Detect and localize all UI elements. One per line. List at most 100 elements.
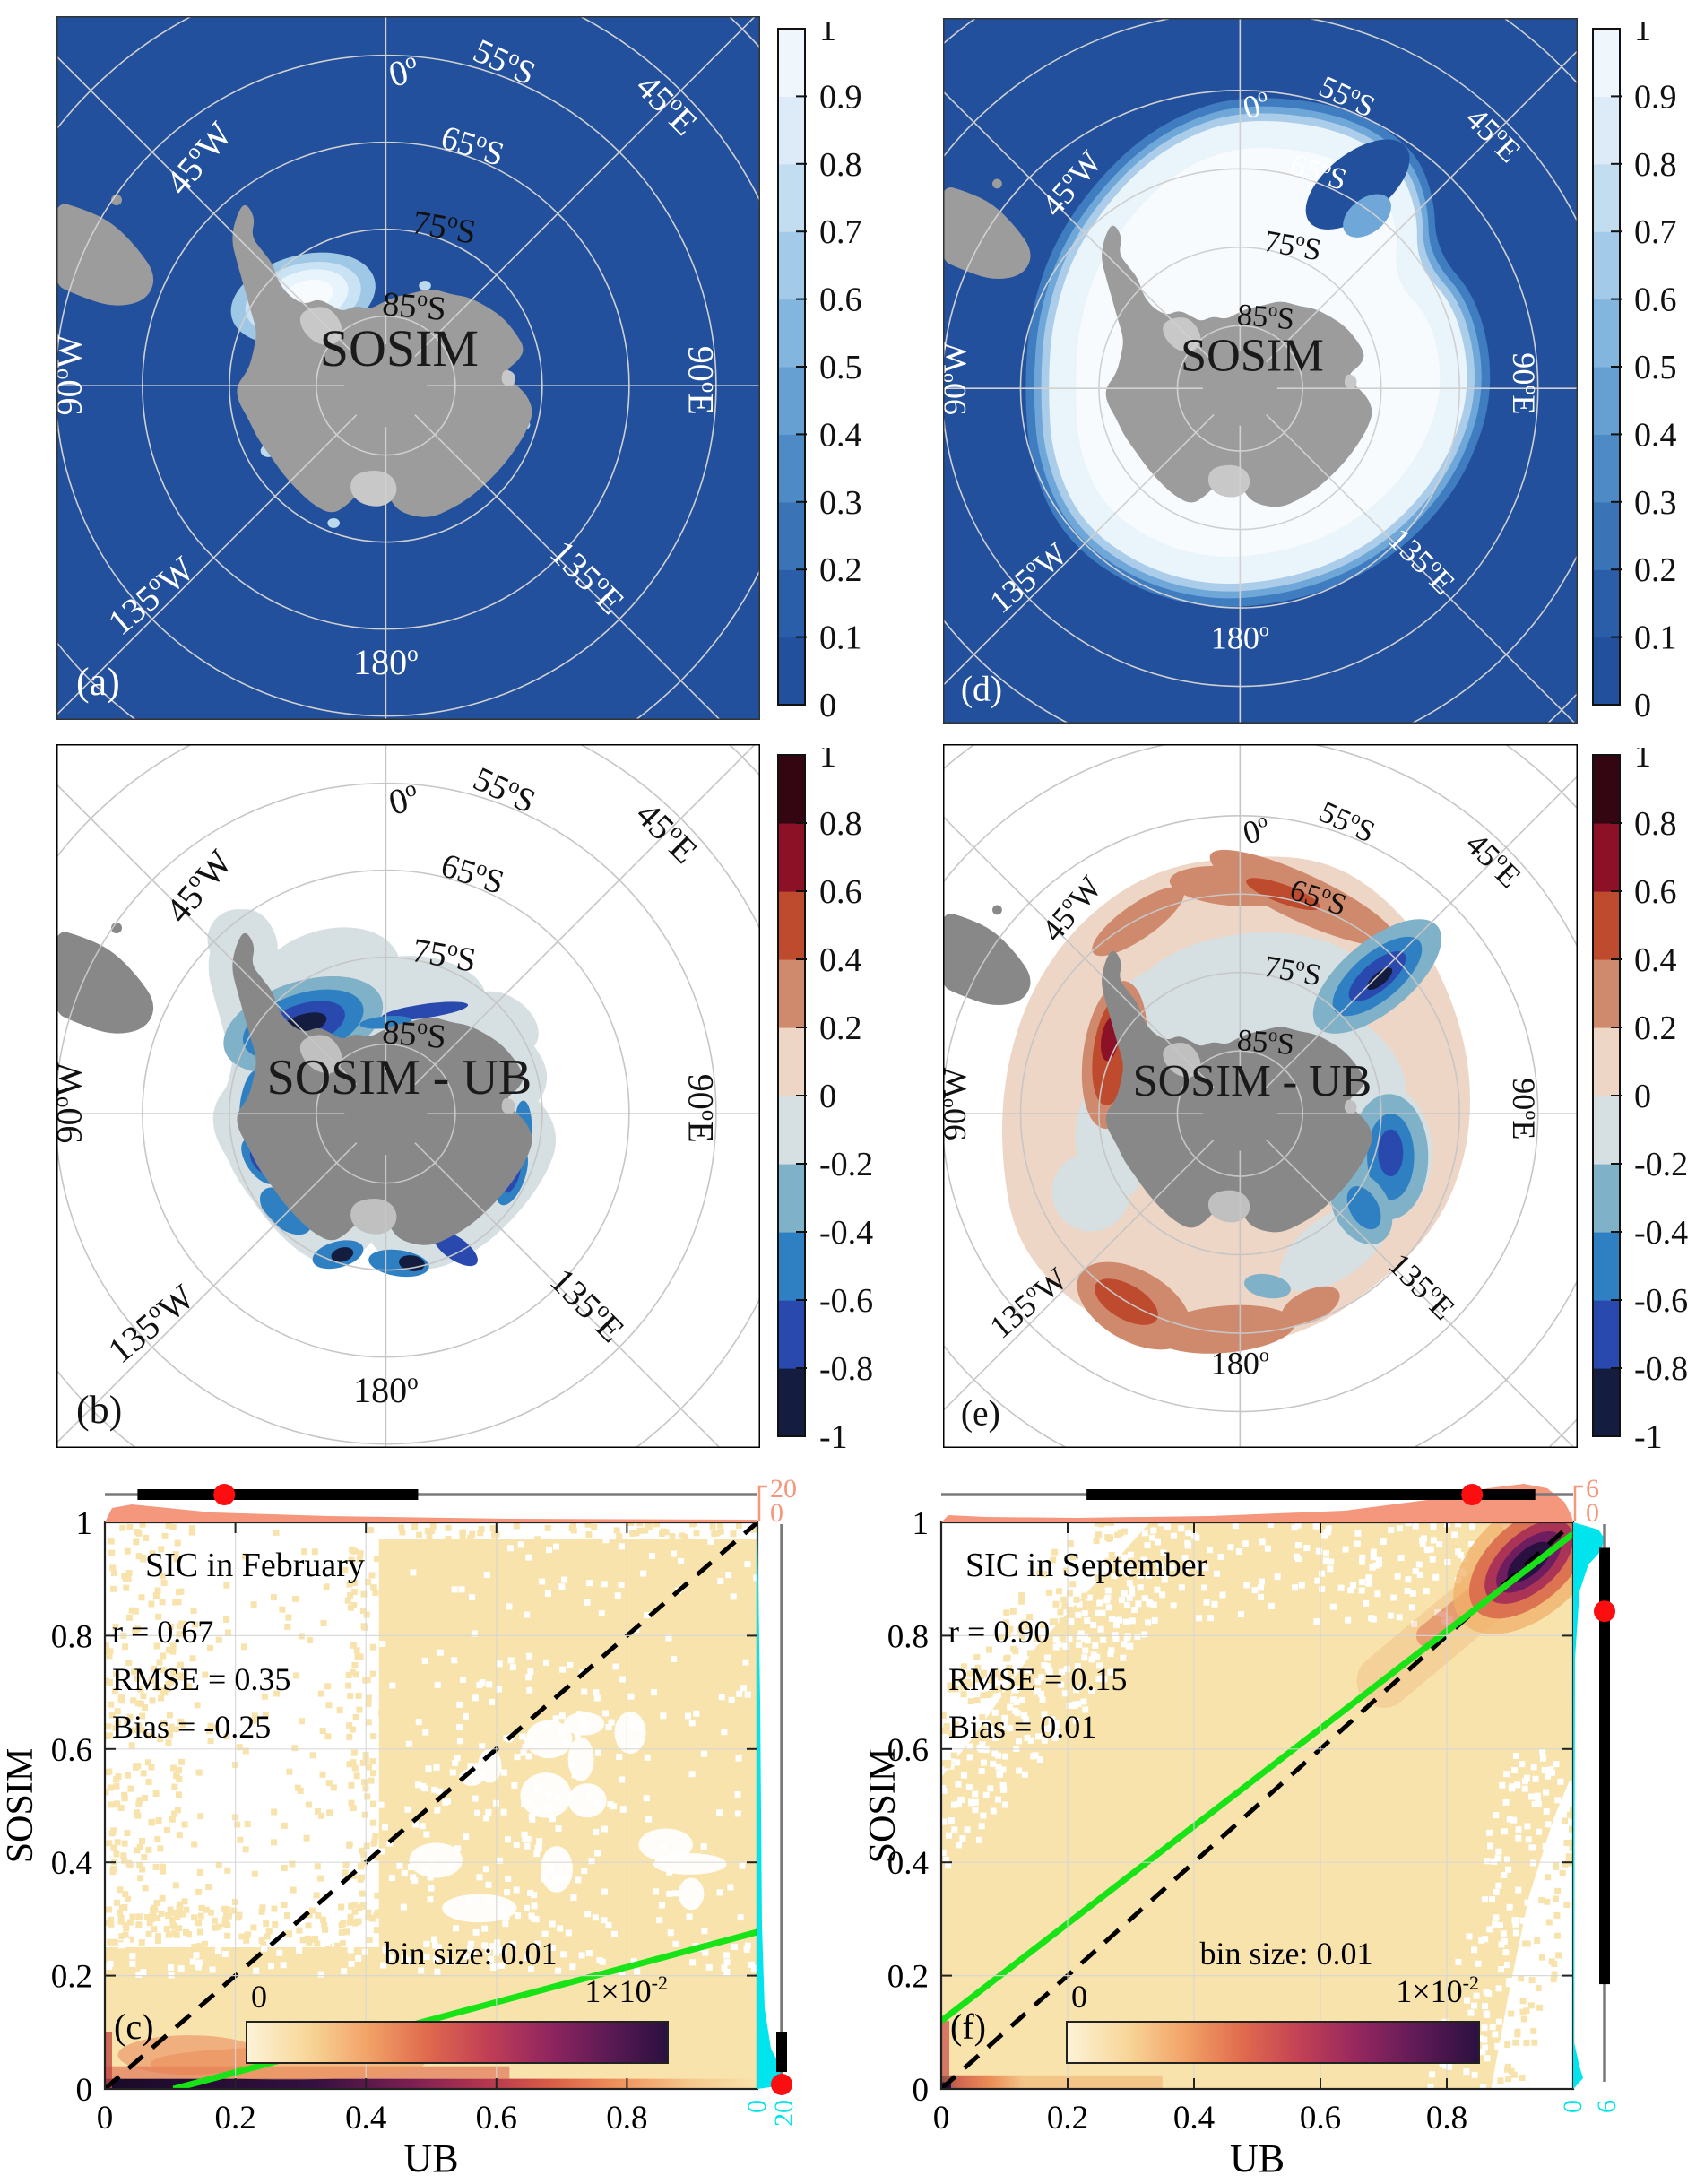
x-axis-label: UB [1230,2136,1285,2180]
marginal-right-min-label: 0 [742,2100,772,2113]
inset-colorbar-min: 0 [1071,1979,1087,2015]
parallel-label: 85oS [381,284,448,328]
colorbar-tick-label: 0 [819,687,836,724]
y-axis-label: SOSIM [0,1748,41,1863]
colorbar-tick-label: 0.1 [1634,620,1677,657]
colorbar-tick-label: 1 [1634,748,1651,775]
x-tick-label: 0 [97,2100,114,2136]
inset-colorbar-max: 1×10-2 [584,1972,668,2009]
bin-size-label: bin size: 0.01 [1200,1936,1373,1972]
boxplot-right-box [1599,1547,1610,1985]
colorbar-tick-label: 0.8 [819,146,862,184]
colorbar-tick-label: -0.8 [1634,1350,1688,1388]
colorbar-tick-label: 0.4 [1634,416,1677,454]
inset-colorbar-min: 0 [251,1979,267,2015]
antarctica-landmass [1102,225,1372,507]
meridian-label: 90oW [56,334,90,416]
ronne-ice-shelf [299,307,342,346]
x-tick-label: 0.2 [1047,2100,1088,2136]
colorbar-tick-label: 0.3 [819,484,862,522]
x-tick-label: 0.8 [606,2100,647,2136]
model-label: SOSIM - UB [1133,1055,1372,1105]
map-d: 0o45oW90oW135oW180o135oE90oE45oE55oS65oS… [943,18,1578,724]
boxplot-top-dot [213,1484,236,1505]
boxplot-right-dot [771,2073,792,2095]
y-tick-label: 0.2 [887,1959,929,1996]
colorbar-tick-label: 0.4 [819,416,862,454]
meridian-label: 90oW [56,1062,90,1144]
colorbar-tick-label: 1 [1634,22,1651,48]
parallel-label: 75oS [1261,222,1324,267]
colorbar-tick-label: 0 [1634,687,1651,724]
inset-colorbar [1066,2021,1480,2064]
ronne-ice-shelf [299,1035,342,1074]
stats-line: Bias = 0.01 [948,1709,1096,1745]
colorbar-tick-label: -1 [819,1418,848,1456]
colorbar-tick-label: 0.9 [1634,78,1677,116]
colorbar-tick-label: 0.4 [1634,941,1677,979]
south-america-tip [943,913,1031,1005]
model-label: SOSIM [1181,329,1324,381]
stats-line: RMSE = 0.15 [948,1661,1127,1697]
colorbar-d: 1 0.9 0.8 0.7 0.6 0.5 0.4 0.3 0.2 0.1 0 [1592,22,1677,724]
y-axis-label: SOSIM [862,1748,904,1863]
meridian-label: 90oW [943,342,973,415]
meridian-label: 180o [1211,619,1269,656]
colorbar-tick-label: 0.1 [819,620,862,657]
colorbar-tick-label: 0.7 [1634,213,1677,251]
marginal-right-max-label: 6 [1592,2100,1622,2113]
colorbar-tick-label: 0.3 [1634,484,1677,522]
density-top [941,1484,1573,1522]
colorbar-tick-label: 0.6 [819,873,862,911]
colorbar-tick-label: -0.2 [819,1146,873,1183]
map-a: 0o45oW90oW135oW180o135oE90oE45oE55oS65oS… [56,16,760,720]
colorbar-tick-label: 0 [819,1078,836,1115]
colorbar-tick-label: 0 [1634,1078,1651,1115]
y-tick-label: 0 [76,2072,93,2109]
x-tick-label: 0.6 [476,2100,517,2136]
marginal-top-max-label: 6 [1586,1474,1599,1504]
meridian-label: 90oE [680,346,721,415]
colorbar-a: 1 0.9 0.8 0.7 0.6 0.5 0.4 0.3 0.2 0.1 0 [777,22,862,724]
colorbar-tick-label: 0.9 [819,78,862,116]
colorbar-tick-label: 0.2 [819,1010,862,1047]
stats-line: r = 0.90 [948,1614,1050,1650]
map-e: 0o45oW90oW135oW180o135oE90oE45oE55oS65oS… [943,744,1578,1448]
marginal-right-min-label: 0 [1558,2100,1588,2113]
amery-ice-shelf [1344,1099,1357,1114]
model-label: SOSIM - UB [267,1050,532,1105]
colorbar-b: 1 0.8 0.6 0.4 0.2 0 -0.2 -0.4 -0.6 -0.8 -1 [777,748,873,1456]
colorbar-tick-label: 0.5 [819,349,862,386]
colorbar-tick-label: -0.6 [1634,1282,1688,1320]
hist-title: SIC in February [145,1547,365,1584]
x-tick-label: 0.2 [214,2100,255,2136]
inset-colorbar [246,2021,669,2064]
panel-letter: (b) [76,1388,122,1432]
amery-ice-shelf [501,1097,515,1114]
stats-line: r = 0.67 [112,1614,213,1650]
panel-letter: (c) [114,2006,153,2047]
x-tick-label: 0 [933,2100,950,2136]
meridian-label: 90oW [943,1068,973,1140]
stats-line: Bias = -0.25 [112,1709,271,1745]
identity-line [105,1522,757,2089]
marginal-right-max-label: 20 [769,2100,799,2127]
panel-letter: (a) [76,660,120,704]
boxplot-top-box [1086,1489,1536,1500]
x-tick-label: 0.4 [345,2100,386,2136]
south-america-tip [56,204,154,306]
colorbar-e: 1 0.8 0.6 0.4 0.2 0 -0.2 -0.4 -0.6 -0.8 -1 [1592,748,1688,1456]
colorbar-tick-label: 0.8 [1634,146,1677,184]
antarctica-landmass [232,204,532,517]
graticule [56,16,760,720]
ronne-ice-shelf [1163,317,1201,352]
y-tick-label: 0.6 [51,1732,92,1769]
hist-title: SIC in September [965,1547,1208,1584]
colorbar-tick-label: 1 [819,22,836,48]
meridian-label: 180o [1211,1344,1269,1382]
colorbar-tick-label: 0.6 [1634,873,1677,911]
x-tick-label: 0.6 [1300,2100,1341,2136]
graticule [943,744,1578,1448]
antarctica-landmass [232,932,532,1245]
